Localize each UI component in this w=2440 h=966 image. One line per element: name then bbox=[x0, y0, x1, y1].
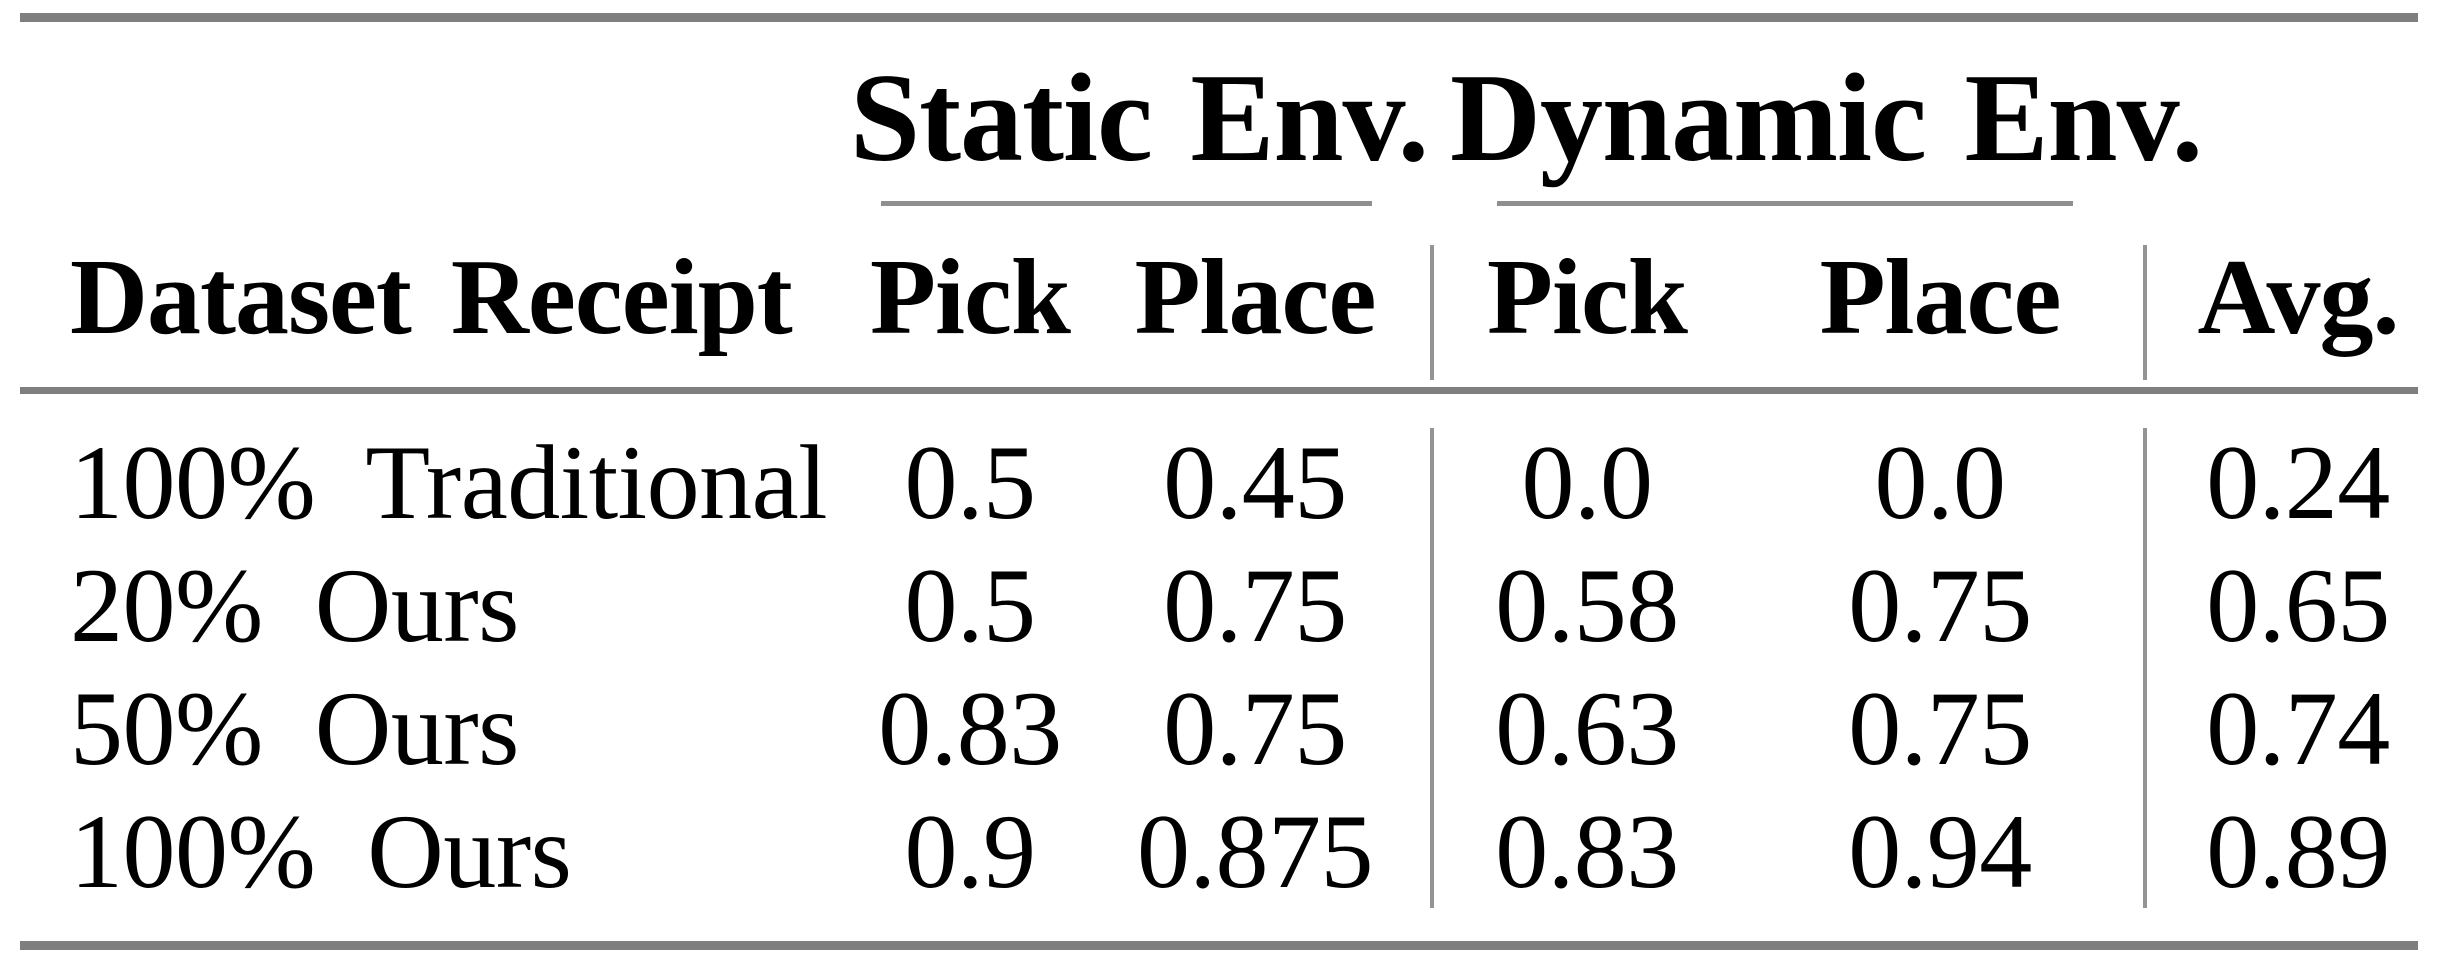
cell-avg: 0.24 bbox=[2206, 423, 2390, 541]
cell-static-pick: 0.5 bbox=[904, 546, 1037, 664]
vertical-rule-static-dynamic-body bbox=[1430, 428, 1434, 908]
cell-dynamic-place: 0.0 bbox=[1874, 423, 2007, 541]
cell-avg: 0.74 bbox=[2206, 669, 2390, 787]
column-header-row: Dataset Receipt Pick Place Pick Place Av… bbox=[0, 210, 2440, 386]
row-label: 100% Ours bbox=[70, 792, 572, 910]
cell-static-place: 0.45 bbox=[1163, 423, 1347, 541]
table-row: 100% Traditional 0.5 0.45 0.0 0.0 0.24 bbox=[0, 421, 2440, 544]
header-separator-rule bbox=[20, 387, 2418, 394]
group-header-dynamic-env: Dynamic Env. bbox=[1450, 49, 2203, 188]
row-label: 20% Ours bbox=[70, 546, 519, 664]
column-header-dynamic-pick: Pick bbox=[1487, 238, 1688, 357]
bottom-rule bbox=[20, 941, 2418, 950]
cell-static-pick: 0.83 bbox=[878, 669, 1062, 787]
cell-avg: 0.65 bbox=[2206, 546, 2390, 664]
row-label: 100% Traditional bbox=[70, 423, 828, 541]
column-header-static-pick: Pick bbox=[870, 238, 1071, 357]
group-header-row: Static Env. Dynamic Env. bbox=[0, 25, 2440, 198]
top-rule bbox=[20, 13, 2418, 22]
table-row: 100% Ours 0.9 0.875 0.83 0.94 0.89 bbox=[0, 790, 2440, 913]
cell-dynamic-place: 0.94 bbox=[1848, 792, 2032, 910]
cell-static-pick: 0.5 bbox=[904, 423, 1037, 541]
group-header-static-env: Static Env. bbox=[850, 49, 1429, 188]
cell-dynamic-pick: 0.63 bbox=[1495, 669, 1679, 787]
cell-avg: 0.89 bbox=[2206, 792, 2390, 910]
static-env-underline bbox=[881, 201, 1372, 206]
column-header-dynamic-place: Place bbox=[1819, 238, 2062, 357]
column-header-dataset-receipt: Dataset Receipt bbox=[70, 238, 793, 357]
column-header-avg: Avg. bbox=[2197, 238, 2400, 357]
vertical-rule-static-dynamic-header bbox=[1430, 245, 1434, 380]
vertical-rule-dynamic-avg-body bbox=[2143, 428, 2147, 908]
table-row: 20% Ours 0.5 0.75 0.58 0.75 0.65 bbox=[0, 544, 2440, 667]
cell-dynamic-pick: 0.0 bbox=[1521, 423, 1654, 541]
cell-static-place: 0.875 bbox=[1137, 792, 1374, 910]
cell-dynamic-place: 0.75 bbox=[1848, 669, 2032, 787]
column-header-static-place: Place bbox=[1134, 238, 1377, 357]
dynamic-env-underline bbox=[1497, 201, 2073, 206]
cell-dynamic-pick: 0.58 bbox=[1495, 546, 1679, 664]
row-label: 50% Ours bbox=[70, 669, 519, 787]
cell-static-place: 0.75 bbox=[1163, 669, 1347, 787]
cell-dynamic-pick: 0.83 bbox=[1495, 792, 1679, 910]
cell-static-pick: 0.9 bbox=[904, 792, 1037, 910]
vertical-rule-dynamic-avg-header bbox=[2143, 245, 2147, 380]
cell-static-place: 0.75 bbox=[1163, 546, 1347, 664]
table-row: 50% Ours 0.83 0.75 0.63 0.75 0.74 bbox=[0, 667, 2440, 790]
cell-dynamic-place: 0.75 bbox=[1848, 546, 2032, 664]
